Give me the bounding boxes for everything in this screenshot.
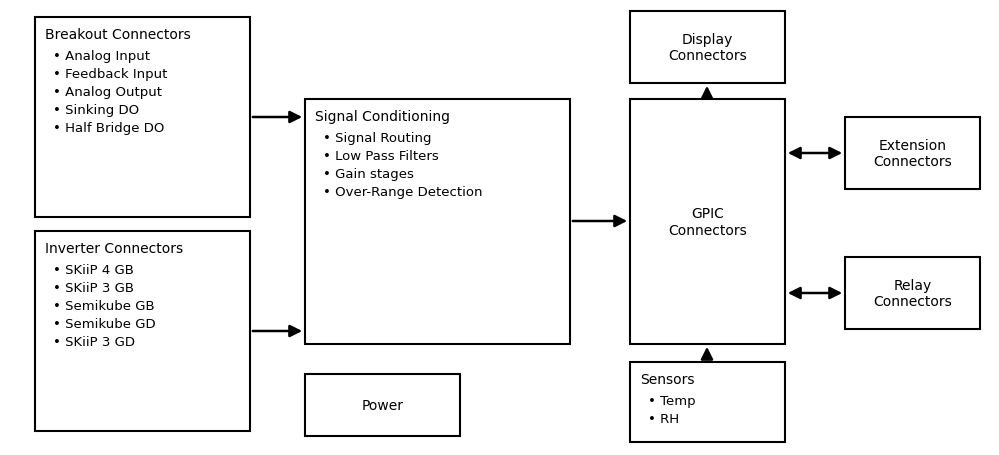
Text: • SKiiP 4 GB: • SKiiP 4 GB bbox=[53, 263, 134, 276]
Bar bbox=[630, 362, 785, 442]
Text: • Analog Input: • Analog Input bbox=[53, 50, 150, 63]
Bar bbox=[35, 232, 250, 431]
Text: • Low Pass Filters: • Low Pass Filters bbox=[323, 150, 439, 162]
Text: GPIC
Connectors: GPIC Connectors bbox=[668, 207, 747, 237]
Bar bbox=[630, 100, 785, 344]
Text: • Sinking DO: • Sinking DO bbox=[53, 104, 139, 117]
Text: • Feedback Input: • Feedback Input bbox=[53, 68, 168, 81]
Text: Display
Connectors: Display Connectors bbox=[668, 33, 747, 63]
Text: • SKiiP 3 GB: • SKiiP 3 GB bbox=[53, 281, 134, 294]
Text: • SKiiP 3 GD: • SKiiP 3 GD bbox=[53, 335, 135, 348]
Bar bbox=[845, 258, 980, 329]
Text: Inverter Connectors: Inverter Connectors bbox=[45, 242, 183, 255]
Text: Extension
Connectors: Extension Connectors bbox=[873, 139, 952, 169]
Bar bbox=[630, 12, 785, 84]
Text: • Over-Range Detection: • Over-Range Detection bbox=[323, 186, 483, 198]
Bar bbox=[845, 118, 980, 190]
Text: Breakout Connectors: Breakout Connectors bbox=[45, 28, 191, 42]
Text: • Half Bridge DO: • Half Bridge DO bbox=[53, 122, 165, 135]
Bar bbox=[305, 100, 570, 344]
Bar bbox=[305, 374, 460, 436]
Text: Power: Power bbox=[362, 398, 404, 412]
Text: • Gain stages: • Gain stages bbox=[323, 167, 414, 181]
Text: • Semikube GD: • Semikube GD bbox=[53, 317, 156, 330]
Text: • Signal Routing: • Signal Routing bbox=[323, 131, 432, 145]
Text: • Temp: • Temp bbox=[648, 394, 695, 407]
Text: • Semikube GB: • Semikube GB bbox=[53, 299, 155, 312]
Text: Sensors: Sensors bbox=[640, 372, 694, 386]
Text: Signal Conditioning: Signal Conditioning bbox=[315, 110, 450, 124]
Bar bbox=[35, 18, 250, 217]
Text: • Analog Output: • Analog Output bbox=[53, 86, 162, 99]
Text: • RH: • RH bbox=[648, 412, 679, 425]
Text: Relay
Connectors: Relay Connectors bbox=[873, 278, 952, 308]
